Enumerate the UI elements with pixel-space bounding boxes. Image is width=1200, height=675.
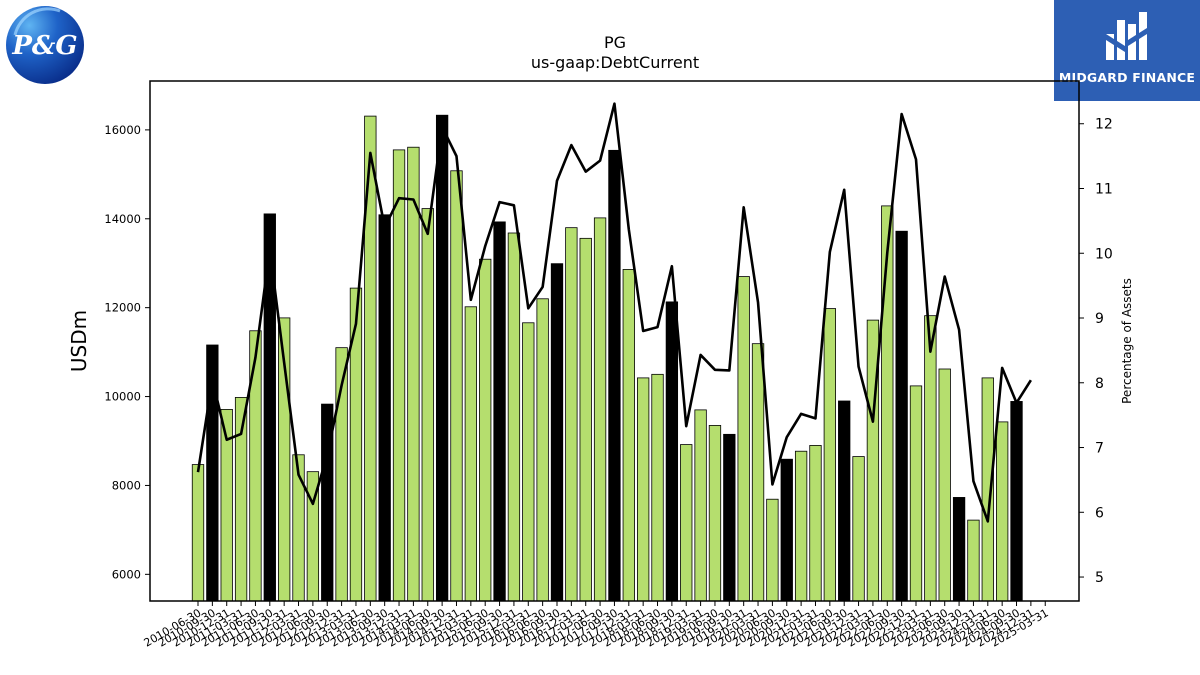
bar-2021-12-31 [852,456,865,602]
bar-2014-03-31 [407,146,420,602]
bar-2019-12-31 [737,276,750,602]
y2-tick-label: 10 [1095,246,1113,262]
y2-tick-label: 5 [1095,570,1104,586]
y2-tick-label: 12 [1095,117,1113,133]
y-tick-label: 6000 [112,567,141,581]
bar-2013-12-31 [392,149,406,602]
pg-logo: P&G [5,5,85,85]
bar-2018-06-30 [651,373,664,602]
y-tick-label: 16000 [104,123,141,137]
y2-tick-label: 11 [1095,181,1113,197]
bar-2011-06-30 [249,330,262,602]
bar-2014-06-30 [421,208,434,602]
y-tick-label: 12000 [104,301,141,315]
bar-2023-09-30 [952,497,966,602]
bar-2015-06-30 [479,258,492,602]
y2-tick-label: 8 [1095,376,1104,392]
bar-2016-06-30 [536,298,549,602]
line-layer [196,102,1032,523]
chart-subtitle: us-gaap:DebtCurrent [531,53,699,72]
bar-2017-09-30 [608,149,621,602]
midgard-logo-text: MIDGARD FINANCE [1058,70,1196,85]
bar-2016-03-31 [522,322,535,602]
bar-2013-03-31 [349,287,363,602]
pg-logo-text: P&G [11,31,77,61]
bar-2023-06-30 [938,368,951,602]
y-axis-right: 5 6 7 8 9 10 11 12 [1079,117,1113,586]
y2-axis-label: Percentage of Assets [1120,278,1134,404]
bar-2020-12-31 [794,450,808,602]
bar-2018-09-30 [665,301,679,602]
y2-tick-label: 9 [1095,311,1104,327]
pg-logo-icon: P&G [6,6,84,84]
bar-2021-03-31 [809,445,822,602]
bar-2015-12-31 [507,232,521,602]
bar-2014-12-31 [450,170,463,602]
bar-2022-09-30 [895,230,908,602]
bar-2023-03-31 [924,315,937,602]
bar-2024-09-30 [1010,401,1023,602]
x-axis: 2010-06-302010-09-302010-12-312011-03-31… [142,601,1051,650]
y-axis-label: USDm [67,310,91,372]
y-tick-label: 10000 [104,390,141,404]
bar-2017-06-30 [593,217,607,602]
bar-2017-12-31 [622,269,635,602]
bar-2023-12-31 [967,519,980,602]
bar-2020-06-30 [766,498,779,602]
bar-2019-09-30 [723,433,736,602]
bar-2013-09-30 [378,214,391,602]
chart-title: PG [604,33,626,52]
bar-2018-03-31 [637,377,650,602]
bar-2021-09-30 [838,400,851,602]
bar-2016-12-31 [565,227,578,602]
y-axis-left: 6000 8000 10000 12000 14000 16000 [104,123,150,581]
y-tick-label: 8000 [112,478,141,492]
bar-2024-06-30 [996,421,1009,602]
bar-2015-09-30 [493,221,506,602]
bar-2017-03-31 [579,237,592,602]
bar-2019-03-31 [694,409,707,602]
bar-2018-12-31 [680,444,693,602]
bar-2016-09-30 [550,263,564,602]
y-tick-label: 14000 [104,212,141,226]
bar-2010-06-30 [191,464,205,602]
percentage-line [196,102,1032,523]
bar-2021-06-30 [823,308,836,602]
bar-2015-03-31 [464,306,477,602]
bar-2022-12-31 [909,385,923,602]
bar-2020-03-31 [751,343,765,602]
y2-tick-label: 7 [1095,441,1104,457]
bars-layer [191,114,1023,602]
bar-2019-06-30 [708,425,722,602]
bar-2020-09-30 [780,458,793,602]
bar-2014-09-30 [435,114,449,602]
y2-tick-label: 6 [1095,505,1104,521]
midgard-logo-icon [1106,12,1147,60]
